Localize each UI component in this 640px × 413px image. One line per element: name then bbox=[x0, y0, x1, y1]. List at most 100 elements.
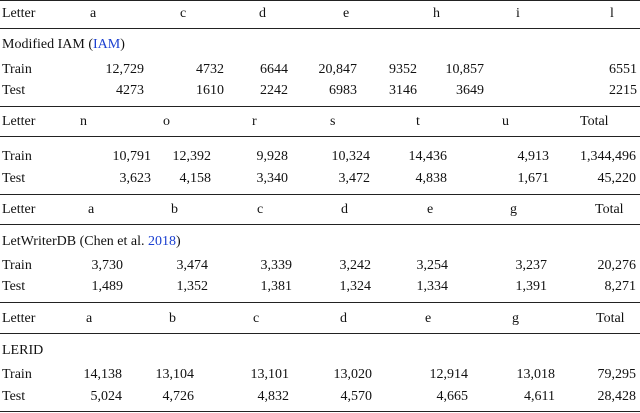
table-cell: 3,237 bbox=[515, 258, 548, 273]
top-rule bbox=[0, 0, 640, 1]
table-cell: 3,339 bbox=[260, 258, 293, 273]
table-cell: 10,324 bbox=[331, 149, 371, 164]
header-cell: Total bbox=[596, 311, 625, 326]
table-cell: 14,436 bbox=[408, 149, 448, 164]
table-cell: 1,324 bbox=[339, 279, 372, 294]
header-rule bbox=[0, 333, 640, 334]
bottom-rule bbox=[0, 411, 640, 412]
table-row: Train 3,730 3,474 3,339 3,242 3,254 3,237 20,27… bbox=[0, 255, 640, 277]
table-cell: 4,611 bbox=[524, 389, 555, 404]
table-row: Test 5,024 4,726 4,832 4,570 4,665 4,611 28,428 bbox=[0, 386, 640, 408]
table-cell: 13,018 bbox=[516, 367, 556, 382]
header-cell: Letter bbox=[2, 114, 36, 129]
table-cell: 4273 bbox=[116, 83, 144, 98]
dataset-title: LetWriterDB (Chen et al. 2018) bbox=[2, 231, 181, 253]
table-cell: 4,838 bbox=[415, 171, 448, 186]
table-cell: 6551 bbox=[609, 62, 637, 77]
dataset-name: LetWriterDB bbox=[2, 234, 77, 249]
section-rule bbox=[0, 194, 640, 195]
header-cell: u bbox=[502, 114, 509, 129]
header-cell: Total bbox=[580, 114, 609, 129]
table-cell: 20,276 bbox=[597, 258, 637, 273]
table-cell: 13,101 bbox=[250, 367, 290, 382]
table-cell: 2215 bbox=[609, 83, 637, 98]
header-cell: Letter bbox=[2, 202, 36, 217]
row-label: Test bbox=[2, 279, 26, 294]
table-cell: 10,791 bbox=[112, 149, 152, 164]
table-cell: 13,020 bbox=[333, 367, 373, 382]
table-cell: 12,392 bbox=[172, 149, 212, 164]
table-row: Train 14,138 13,104 13,101 13,020 12,914 13,01… bbox=[0, 364, 640, 386]
header-cell: Total bbox=[595, 202, 624, 217]
table-cell: 79,295 bbox=[597, 367, 637, 382]
table-cell: 20,847 bbox=[318, 62, 358, 77]
table-cell: 12,729 bbox=[105, 62, 145, 77]
header-cell: h bbox=[433, 6, 440, 21]
table-cell: 4,913 bbox=[517, 149, 550, 164]
header-cell: Letter bbox=[2, 6, 36, 21]
title-text: ( bbox=[84, 37, 93, 52]
dataset-name: LERID bbox=[2, 343, 44, 358]
table-cell: 4,665 bbox=[436, 389, 469, 404]
table-cell: 5,024 bbox=[90, 389, 123, 404]
table-cell: 1,344,496 bbox=[580, 149, 636, 164]
header-cell: s bbox=[330, 114, 336, 129]
header-cell: c bbox=[180, 6, 187, 21]
header-cell: c bbox=[253, 311, 260, 326]
header-cell: g bbox=[512, 311, 519, 326]
table-cell: 3,472 bbox=[338, 171, 371, 186]
row-label: Test bbox=[2, 389, 26, 404]
table-cell: 28,428 bbox=[597, 389, 637, 404]
row-label: Train bbox=[2, 258, 32, 273]
table-cell: 3146 bbox=[389, 83, 417, 98]
table-cell: 9352 bbox=[389, 62, 417, 77]
row-label: Train bbox=[2, 149, 32, 164]
header-cell: a bbox=[88, 202, 95, 217]
header-cell: o bbox=[163, 114, 170, 129]
table-cell: 3,474 bbox=[176, 258, 209, 273]
header-rule bbox=[0, 136, 640, 137]
header-row: Letter a c d e h i l bbox=[0, 3, 640, 25]
header-cell: d bbox=[259, 6, 266, 21]
citation-link[interactable]: 2018 bbox=[148, 234, 176, 249]
title-text: ) bbox=[120, 37, 125, 52]
table-cell: 4,832 bbox=[257, 389, 290, 404]
header-rule bbox=[0, 224, 640, 225]
dataset-name: Modified IAM bbox=[2, 37, 85, 52]
header-cell: e bbox=[425, 311, 432, 326]
citation-link[interactable]: IAM bbox=[93, 37, 121, 52]
table-cell: 4,726 bbox=[162, 389, 195, 404]
title-text: (Chen et al. bbox=[76, 234, 148, 249]
table-cell: 9,928 bbox=[256, 149, 289, 164]
header-cell: a bbox=[90, 6, 97, 21]
header-row: Letter n o r s t u Total bbox=[0, 111, 640, 133]
header-cell: Letter bbox=[2, 311, 36, 326]
table-cell: 3,340 bbox=[256, 171, 289, 186]
table-cell: 3,242 bbox=[339, 258, 372, 273]
row-label: Test bbox=[2, 83, 26, 98]
table-row: Train 10,791 12,392 9,928 10,324 14,436 4,913 1… bbox=[0, 146, 640, 168]
table-cell: 4,158 bbox=[179, 171, 212, 186]
title-text: ) bbox=[176, 234, 181, 249]
table-cell: 13,104 bbox=[155, 367, 195, 382]
table-cell: 6983 bbox=[329, 83, 357, 98]
table-row: Test 3,623 4,158 3,340 3,472 4,838 1,671 45,220 bbox=[0, 168, 640, 190]
dataset-title: LERID bbox=[2, 340, 43, 362]
header-cell: g bbox=[510, 202, 517, 217]
table-cell: 2242 bbox=[260, 83, 288, 98]
row-label: Test bbox=[2, 171, 26, 186]
table-row: Test 1,489 1,352 1,381 1,324 1,334 1,391 8,271 bbox=[0, 276, 640, 298]
section-rule bbox=[0, 302, 640, 303]
table-cell: 4732 bbox=[196, 62, 224, 77]
row-label: Train bbox=[2, 367, 32, 382]
header-cell: l bbox=[610, 6, 614, 21]
row-label: Train bbox=[2, 62, 32, 77]
table-cell: 14,138 bbox=[83, 367, 123, 382]
header-row: Letter a b c d e g Total bbox=[0, 308, 640, 330]
table-cell: 3,254 bbox=[416, 258, 449, 273]
table-cell: 1610 bbox=[196, 83, 224, 98]
table-cell: 3,730 bbox=[91, 258, 124, 273]
header-rule bbox=[0, 28, 640, 29]
table-cell: 1,489 bbox=[91, 279, 124, 294]
